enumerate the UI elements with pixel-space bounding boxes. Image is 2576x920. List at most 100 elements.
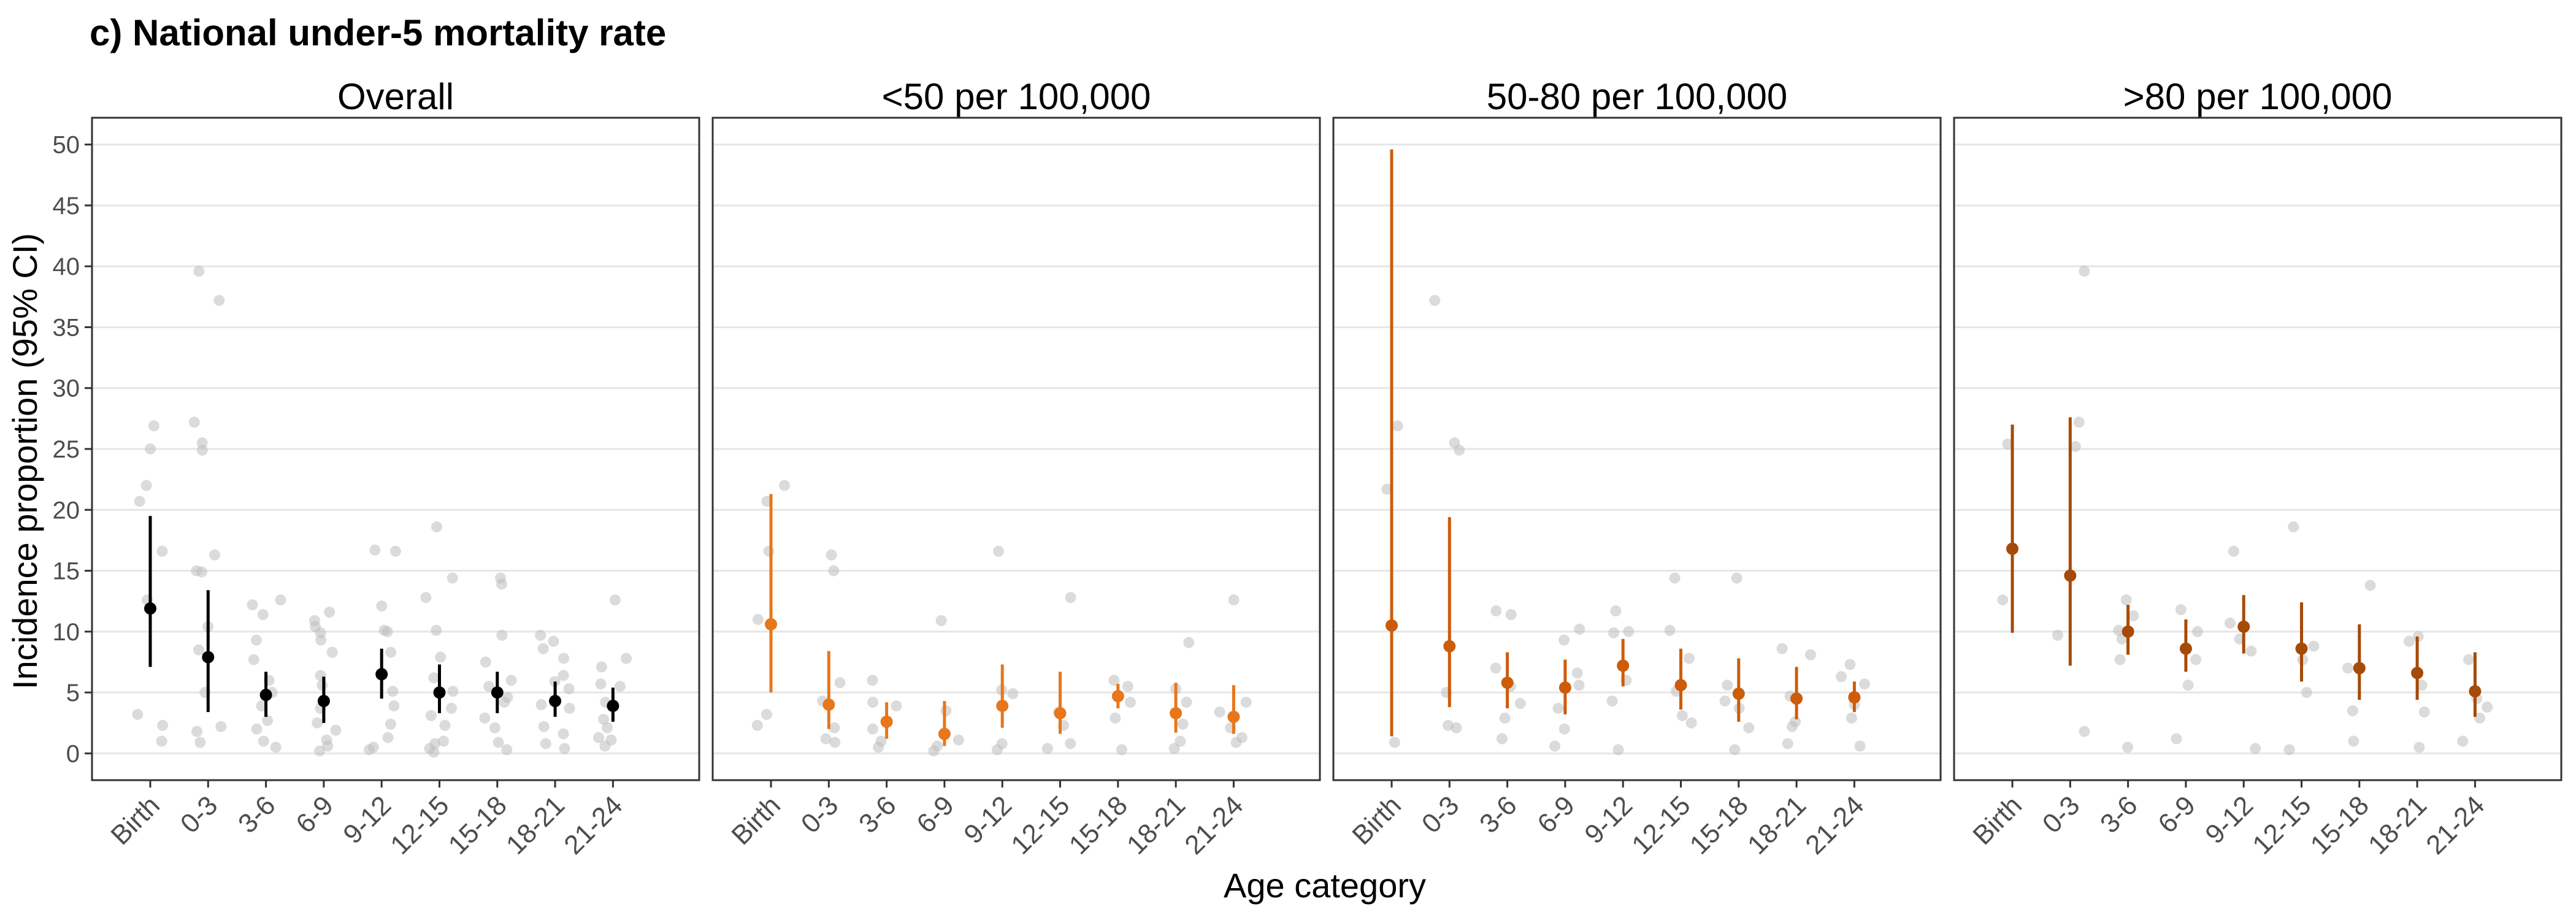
- x-tick-label: 0-3: [2037, 790, 2086, 839]
- raw-point: [248, 654, 259, 665]
- raw-point: [1041, 743, 1053, 754]
- raw-point: [1790, 716, 1801, 727]
- x-tick-label: 18-21: [2363, 790, 2432, 860]
- x-tick-label: 18-21: [1121, 790, 1191, 860]
- x-tick-label: 0-3: [1416, 790, 1465, 839]
- raw-point: [1552, 702, 1564, 714]
- x-tick-label: 12-15: [385, 790, 454, 860]
- panel-border: [711, 117, 1321, 781]
- raw-point: [1007, 688, 1019, 700]
- raw-point: [438, 735, 450, 747]
- raw-point: [157, 719, 169, 731]
- raw-point: [314, 745, 326, 757]
- raw-point: [435, 651, 447, 663]
- raw-point: [605, 734, 617, 746]
- raw-point: [537, 643, 549, 654]
- estimate-point: [1111, 690, 1124, 703]
- raw-point: [262, 715, 274, 726]
- raw-point: [1664, 624, 1676, 636]
- raw-point: [1514, 697, 1526, 709]
- raw-point: [2128, 610, 2139, 621]
- raw-point: [996, 738, 1008, 749]
- raw-point: [2416, 680, 2428, 691]
- x-tick-label: 15-18: [1064, 790, 1133, 860]
- x-tick-label: Birth: [1346, 790, 1407, 851]
- raw-point: [1573, 680, 1585, 691]
- raw-point: [1846, 712, 1857, 724]
- raw-point: [1124, 696, 1136, 708]
- estimate-point: [1732, 688, 1745, 700]
- raw-point: [501, 744, 513, 756]
- raw-point: [1612, 744, 1624, 756]
- x-tick-label: 15-18: [1684, 790, 1754, 860]
- raw-point: [593, 732, 605, 743]
- estimate-point: [765, 618, 777, 631]
- raw-point: [145, 443, 156, 454]
- raw-point: [2364, 580, 2376, 591]
- raw-point: [1558, 634, 1570, 646]
- x-tick-label: 18-21: [1742, 790, 1812, 860]
- raw-point: [1549, 740, 1561, 752]
- y-tick-label: 25: [53, 436, 80, 463]
- raw-point: [867, 675, 878, 686]
- raw-point: [1116, 744, 1127, 756]
- raw-point: [1608, 627, 1619, 638]
- y-tick-label: 40: [53, 253, 80, 280]
- raw-point: [2413, 742, 2425, 753]
- raw-point: [215, 721, 227, 732]
- raw-point: [761, 708, 772, 720]
- raw-point: [779, 480, 791, 491]
- x-tick-label: 6-9: [1531, 790, 1581, 839]
- raw-point: [1623, 626, 1635, 637]
- raw-point: [602, 722, 613, 734]
- x-tick-label: 6-9: [290, 790, 339, 839]
- raw-point: [148, 420, 159, 432]
- panel-title: >80 per 100,000: [2123, 76, 2393, 117]
- raw-point: [1997, 594, 2009, 606]
- estimate-point: [2469, 685, 2482, 698]
- estimate-point: [317, 694, 330, 707]
- panel-border: [1953, 117, 2563, 781]
- estimate-point: [2295, 642, 2308, 655]
- raw-point: [559, 743, 570, 754]
- raw-point: [2175, 604, 2187, 616]
- raw-point: [1729, 744, 1741, 756]
- raw-point: [385, 718, 397, 730]
- raw-point: [2228, 545, 2239, 557]
- y-tick-label: 20: [53, 497, 80, 524]
- x-tick-label: 6-9: [2152, 790, 2201, 839]
- estimate-point: [1674, 679, 1687, 692]
- raw-point: [558, 653, 570, 664]
- estimate-point: [1790, 692, 1803, 705]
- raw-point: [2079, 266, 2090, 277]
- raw-point: [1719, 695, 1731, 707]
- x-axis-label: Age category: [1224, 866, 1426, 905]
- raw-point: [1844, 659, 1856, 670]
- x-tick-label: Birth: [1967, 790, 2028, 851]
- raw-point: [505, 675, 517, 686]
- raw-point: [447, 686, 459, 697]
- raw-point: [1731, 572, 1742, 584]
- raw-point: [1110, 712, 1121, 724]
- estimate-point: [880, 715, 893, 728]
- raw-point: [420, 592, 432, 604]
- raw-point: [1183, 637, 1195, 648]
- estimate-point: [2237, 620, 2250, 633]
- raw-point: [270, 742, 282, 753]
- raw-point: [1443, 719, 1454, 731]
- raw-point: [1228, 594, 1240, 606]
- raw-point: [479, 712, 491, 724]
- x-tick-label: 21-24: [1800, 790, 1869, 860]
- raw-point: [446, 702, 458, 714]
- raw-point: [1859, 678, 1871, 690]
- raw-point: [2348, 735, 2359, 747]
- raw-point: [935, 615, 947, 626]
- raw-point: [2073, 416, 2085, 428]
- raw-point: [324, 607, 335, 618]
- raw-point: [2122, 742, 2133, 753]
- estimate-point: [1617, 659, 1630, 672]
- raw-point: [2463, 654, 2475, 665]
- raw-point: [2120, 594, 2132, 606]
